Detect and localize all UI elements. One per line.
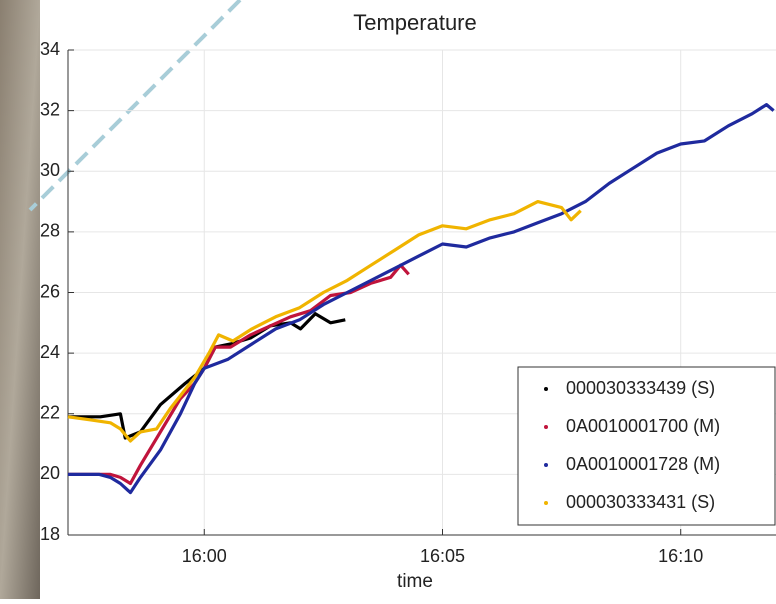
y-tick-label: 22: [40, 403, 60, 423]
legend-label: 000030333439 (S): [566, 378, 715, 398]
series-line: [68, 312, 346, 440]
legend-marker: [544, 501, 548, 505]
y-tick-label: 18: [40, 524, 60, 544]
y-tick-label: 30: [40, 160, 60, 180]
x-tick-label: 16:05: [420, 546, 465, 566]
y-tick-label: 20: [40, 463, 60, 483]
dashed-decoration: [28, 0, 242, 212]
series-line: [68, 263, 410, 486]
background-photo: [0, 0, 40, 599]
legend-label: 0A0010001728 (M): [566, 454, 720, 474]
x-tick-label: 16:10: [658, 546, 703, 566]
legend-marker: [544, 387, 548, 391]
chart-title: Temperature: [353, 10, 477, 35]
legend-label: 0A0010001700 (M): [566, 416, 720, 436]
y-tick-label: 32: [40, 99, 60, 119]
legend-label: 000030333431 (S): [566, 492, 715, 512]
legend-marker: [544, 425, 548, 429]
x-axis-label: time: [397, 571, 433, 592]
y-tick-label: 24: [40, 342, 60, 362]
y-tick-label: 34: [40, 39, 60, 59]
legend-box: [517, 366, 776, 526]
legend-marker: [544, 463, 548, 467]
y-tick-label: 28: [40, 221, 60, 241]
series-line: [67, 200, 582, 443]
series-line: [68, 103, 775, 495]
y-tick-label: 26: [40, 281, 60, 301]
x-tick-label: 16:00: [182, 546, 227, 566]
legend: 000030333439 (S) 0A0010001700 (M) 0A001000…: [517, 366, 776, 526]
